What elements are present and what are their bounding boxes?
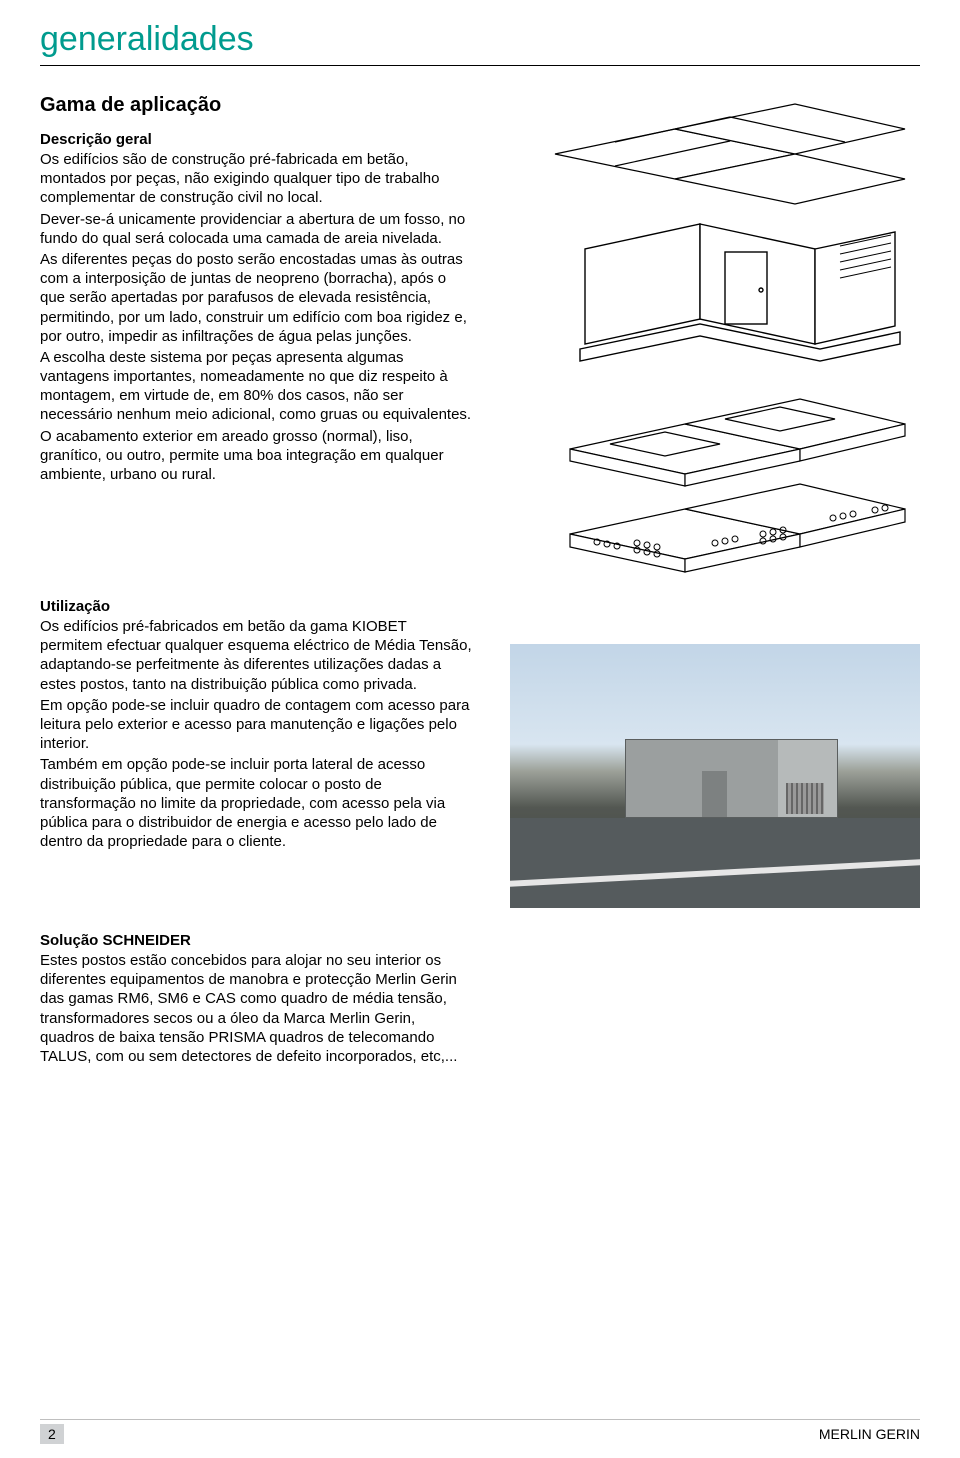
heading-solucao: Solução SCHNEIDER [40,932,472,949]
text-col-solucao: Solução SCHNEIDER Estes postos estão con… [40,918,472,1068]
footer-brand: MERLIN GERIN [819,1426,920,1442]
heading-descricao: Descrição geral [40,131,472,148]
substation-photo [510,644,920,908]
descricao-p1: Os edifícios são de construção pré-fabri… [40,150,472,208]
descricao-p2: Dever-se-á unicamente providenciar a abe… [40,210,472,248]
row-solucao: Solução SCHNEIDER Estes postos estão con… [40,918,920,1068]
photo-door [702,771,727,817]
page-footer: 2 MERLIN GERIN [40,1419,920,1444]
row-descricao: Gama de aplicação Descrição geral Os edi… [40,94,920,574]
heading-utilizacao: Utilização [40,598,472,615]
exploded-diagram [510,94,920,574]
descricao-p3: As diferentes peças do posto serão encos… [40,250,472,346]
text-col-descricao: Gama de aplicação Descrição geral Os edi… [40,94,472,574]
photo-building [625,739,838,818]
text-col-utilizacao: Utilização Os edifícios pré-fabricados e… [40,584,472,908]
title-divider [40,65,920,66]
descricao-p4: A escolha deste sistema por peças aprese… [40,348,472,425]
diagram-col [510,94,920,574]
descricao-p5: O acabamento exterior em areado grosso (… [40,427,472,485]
diagram-svg [510,94,920,574]
empty-col [510,918,920,1068]
section-title: Gama de aplicação [40,94,472,117]
photo-vent [786,783,824,814]
photo-col [510,584,920,908]
utilizacao-p2: Em opção pode-se incluir quadro de conta… [40,696,472,754]
page-number: 2 [40,1424,64,1444]
row-utilizacao: Utilização Os edifícios pré-fabricados e… [40,584,920,908]
solucao-p1: Estes postos estão concebidos para aloja… [40,951,472,1066]
page-title: generalidades [40,20,920,59]
utilizacao-p3: Também em opção pode-se incluir porta la… [40,755,472,851]
utilizacao-p1: Os edifícios pré-fabricados em betão da … [40,617,472,694]
